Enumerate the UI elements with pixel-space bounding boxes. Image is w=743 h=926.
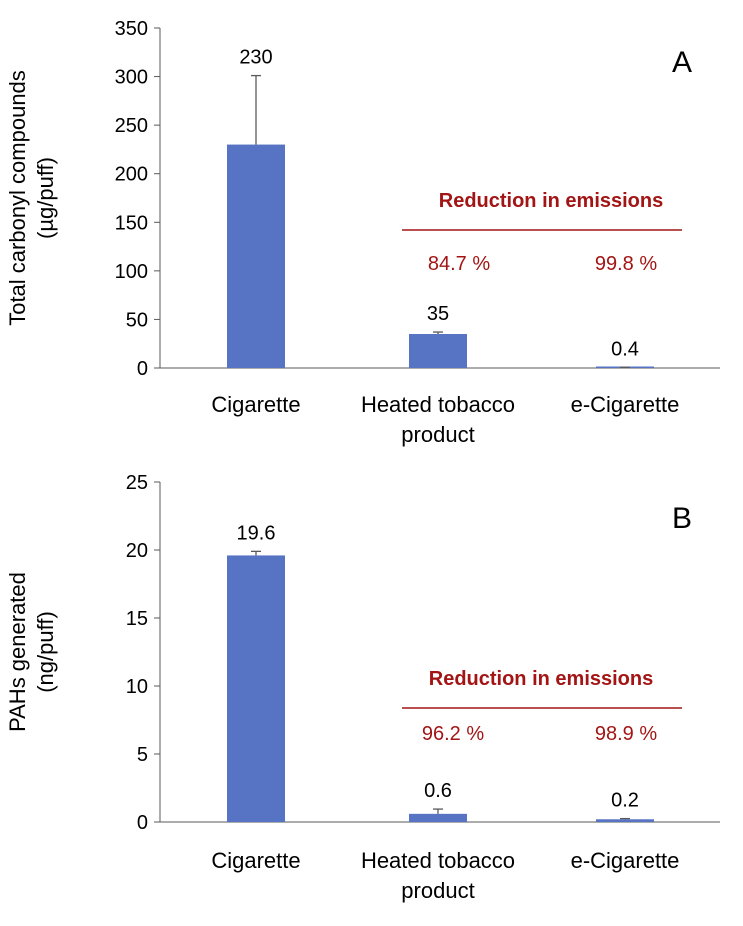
y-tick-label: 350	[115, 18, 148, 40]
y-tick-label: 250	[115, 115, 148, 137]
panel-label: B	[672, 502, 692, 535]
bar	[227, 144, 285, 368]
y-tick-label: 0	[137, 358, 148, 380]
y-tick-label: 25	[126, 472, 148, 494]
y-axis-label-line: (ng/puff)	[33, 611, 58, 693]
category-label-line: Heated tobacco	[361, 392, 515, 417]
chart-panel-a: 0 50 100 150 200 250 300 350 Total carbonyl comp…	[5, 18, 720, 447]
annotation-value: 99.8 %	[595, 253, 657, 275]
y-tick-label: 15	[126, 608, 148, 630]
y-tick-label: 5	[137, 744, 148, 766]
y-axis-label-line: Total carbonyl compounds	[5, 70, 30, 326]
y-tick-label: 20	[126, 540, 148, 562]
category-label: Heated tobacco product	[361, 848, 515, 903]
category-label-line: product	[401, 878, 474, 903]
annotation-value: 84.7 %	[428, 253, 490, 275]
category-label-line: Cigarette	[211, 392, 300, 417]
y-tick-label: 10	[126, 676, 148, 698]
data-label: 0.6	[424, 780, 452, 802]
category-label-line: Heated tobacco	[361, 848, 515, 873]
category-label: e-Cigarette	[571, 392, 680, 417]
category-label: e-Cigarette	[571, 848, 680, 873]
y-axis-label: Total carbonyl compounds (µg/puff)	[5, 70, 58, 326]
category-label: Cigarette	[211, 392, 300, 417]
category-label-line: product	[401, 422, 474, 447]
annotation-value: 96.2 %	[422, 723, 484, 745]
annotation-title: Reduction in emissions	[439, 190, 663, 212]
annotation-title: Reduction in emissions	[429, 668, 653, 690]
category-label-line: e-Cigarette	[571, 392, 680, 417]
panel-label: A	[672, 46, 692, 79]
y-tick-label: 100	[115, 261, 148, 283]
y-axis-label-line: PAHs generated	[5, 572, 30, 732]
bar	[596, 819, 654, 822]
chart-panel-b: 0 5 10 15 20 25 PAHs generated (ng/puff) 19.6 Cig…	[5, 472, 720, 903]
bar	[409, 334, 467, 368]
y-tick-label: 200	[115, 164, 148, 186]
data-label: 230	[239, 47, 272, 69]
y-tick-label: 0	[137, 812, 148, 834]
category-label-line: Cigarette	[211, 848, 300, 873]
y-tick-label: 150	[115, 212, 148, 234]
data-label: 35	[427, 303, 449, 325]
category-label-line: e-Cigarette	[571, 848, 680, 873]
bar	[227, 555, 285, 822]
bar	[409, 813, 467, 822]
data-label: 0.4	[611, 338, 639, 360]
y-axis-label-line: (µg/puff)	[33, 157, 58, 239]
y-axis-label: PAHs generated (ng/puff)	[5, 572, 58, 732]
category-label: Cigarette	[211, 848, 300, 873]
annotation-value: 98.9 %	[595, 723, 657, 745]
y-tick-label: 50	[126, 309, 148, 331]
data-label: 0.2	[611, 790, 639, 812]
data-label: 19.6	[237, 522, 276, 544]
category-label: Heated tobacco product	[361, 392, 515, 447]
y-tick-label: 300	[115, 67, 148, 89]
